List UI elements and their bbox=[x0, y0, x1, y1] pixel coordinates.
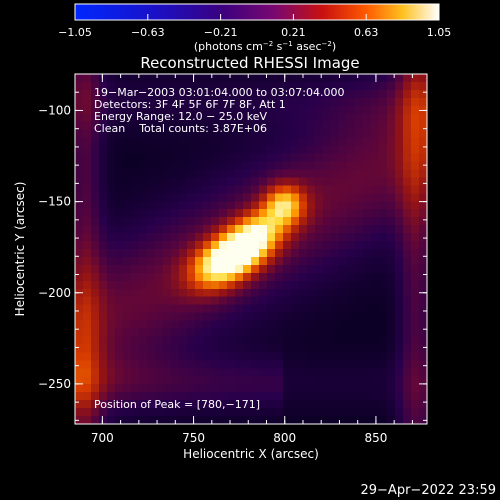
x-axis-label: Heliocentric X (arcsec) bbox=[183, 447, 319, 461]
plot-frame bbox=[74, 73, 428, 425]
colorbar-tick-label: 0.63 bbox=[354, 26, 379, 39]
axis-ticks: 700 750 800 850 −100 −150 −200 −250 bbox=[38, 73, 427, 445]
info-line-energy: Energy Range: 12.0 − 25.0 keV bbox=[94, 110, 268, 123]
colorbar-tick-label: −0.63 bbox=[131, 26, 165, 39]
peak-position-label: Position of Peak = [780,−171] bbox=[94, 398, 260, 411]
colorbar-strip bbox=[74, 3, 440, 21]
info-block: 19−Mar−2003 03:01:04.000 to 03:07:04.000… bbox=[94, 86, 345, 135]
info-line-time: 19−Mar−2003 03:01:04.000 to 03:07:04.000 bbox=[94, 86, 345, 99]
info-line-detectors: Detectors: 3F 4F 5F 6F 7F 8F, Att 1 bbox=[94, 98, 286, 111]
colorbar-tick-label: 0.21 bbox=[281, 26, 306, 39]
timestamp: 29−Apr−2022 23:59 bbox=[361, 483, 497, 498]
x-tick-label: 700 bbox=[91, 431, 114, 445]
y-axis-label: Heliocentric Y (arcsec) bbox=[13, 182, 27, 317]
colorbar-tick-label: −0.21 bbox=[204, 26, 238, 39]
x-tick-label: 800 bbox=[273, 431, 296, 445]
chart-title: Reconstructed RHESSI Image bbox=[140, 54, 359, 72]
colorbar-tick-label: 1.05 bbox=[427, 26, 452, 39]
y-tick-label: −150 bbox=[38, 195, 71, 209]
y-tick-label: −100 bbox=[38, 103, 71, 117]
x-tick-label: 850 bbox=[364, 431, 387, 445]
x-tick-label: 750 bbox=[182, 431, 205, 445]
colorbar-tick-label: −1.05 bbox=[58, 26, 92, 39]
heatmap-image bbox=[75, 74, 427, 424]
y-tick-label: −250 bbox=[38, 377, 71, 391]
info-line-clean: Clean Total counts: 3.87E+06 bbox=[94, 122, 267, 135]
colorbar-ticks: −1.05 −0.63 −0.21 0.21 0.63 1.05 bbox=[58, 14, 451, 39]
colorbar: −1.05 −0.63 −0.21 0.21 0.63 1.05 (photons cm−… bbox=[58, 3, 451, 53]
y-tick-label: −200 bbox=[38, 286, 71, 300]
colorbar-units: (photons cm−2 s−1 asec−2) bbox=[194, 40, 336, 53]
